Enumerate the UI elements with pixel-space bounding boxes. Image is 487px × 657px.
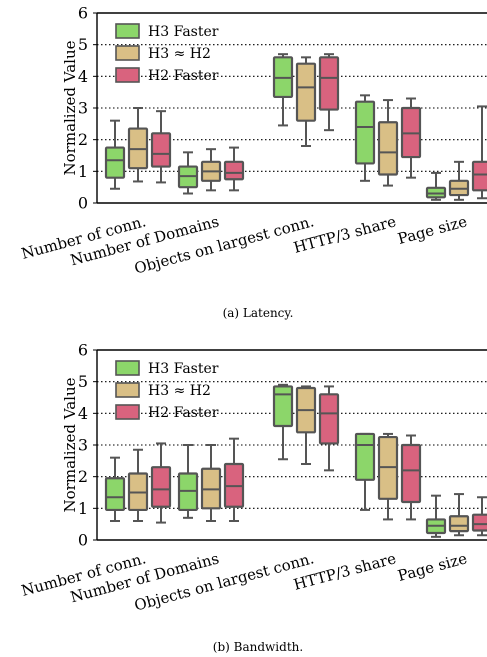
y-tick-label: 0 (78, 194, 88, 213)
y-tick-label: 5 (78, 372, 88, 391)
y-axis-label: Normalized Value (61, 377, 79, 512)
box-body (295, 62, 317, 122)
box-body (223, 160, 245, 181)
legend-label-h3-h2: H3 ≈ H2 (148, 383, 211, 399)
legend-label-h3-faster: H3 Faster (148, 361, 219, 377)
box-body (104, 477, 126, 512)
box-h2-faster-page-size (471, 496, 487, 537)
box-body (377, 121, 399, 176)
y-tick-label: 2 (78, 130, 88, 149)
legend-swatch-h2-faster (115, 404, 140, 420)
legend-swatch-h3-h2 (115, 382, 140, 398)
box-h3-faster-http-3-share (354, 94, 376, 182)
box-body (104, 146, 126, 179)
box-h3-faster-number-of-domains (177, 151, 199, 195)
box-h2-faster-page-size (471, 105, 487, 200)
box-h2-faster-objects-on-largest-conn (318, 53, 340, 132)
caption-latency: (a) Latency. (223, 306, 294, 320)
legend-swatch-h3-faster (115, 360, 140, 376)
y-tick-label: 2 (78, 467, 88, 486)
legend-swatch-h3-h2 (115, 45, 140, 61)
y-tick-label: 6 (78, 341, 88, 360)
box-h3-h2-page-size (448, 160, 470, 201)
y-tick-label: 4 (78, 404, 88, 423)
legend-swatch-h2-faster (115, 67, 140, 83)
box-h2-faster-objects-on-largest-conn (318, 385, 340, 472)
legend: H3 Faster H3 ≈ H2 H2 Faster (115, 23, 219, 84)
box-h3-faster-objects-on-largest-conn (272, 53, 294, 127)
x-tick-label-page-size: Page size (396, 549, 469, 585)
legend-label-h3-faster: H3 Faster (148, 24, 219, 40)
box-body (150, 132, 172, 168)
box-body (400, 443, 422, 504)
box-h3-faster-http-3-share (354, 432, 376, 511)
box-h2-faster-number-of-domains (223, 146, 245, 192)
y-tick-label: 4 (78, 67, 88, 86)
box-body (471, 513, 487, 532)
box-h2-faster-number-of-conn (150, 110, 172, 184)
box-body (354, 100, 376, 165)
box-body (354, 432, 376, 481)
box-h3-faster-number-of-conn (104, 119, 126, 190)
box-h3-h2-objects-on-largest-conn (295, 385, 317, 465)
box-h3-h2-http-3-share (377, 432, 399, 521)
legend-label-h3-h2: H3 ≈ H2 (148, 46, 211, 62)
y-tick-label: 3 (78, 436, 88, 455)
y-tick-label: 1 (78, 499, 88, 518)
caption-bandwidth: (b) Bandwidth. (213, 640, 303, 654)
y-tick-label: 6 (78, 4, 88, 23)
box-h3-h2-number-of-conn (127, 107, 149, 183)
box-h2-faster-number-of-domains (223, 437, 245, 522)
legend-label-h2-faster: H2 Faster (148, 405, 219, 421)
box-body (150, 466, 172, 508)
box-h3-h2-objects-on-largest-conn (295, 56, 317, 147)
legend-label-h2-faster: H2 Faster (148, 68, 219, 84)
box-h3-faster-objects-on-largest-conn (272, 383, 294, 461)
box-h2-faster-number-of-conn (150, 442, 172, 524)
box-h3-h2-number-of-domains (200, 148, 222, 192)
box-body (272, 385, 294, 428)
box-body (471, 160, 487, 192)
legend-swatch-h3-faster (115, 23, 140, 39)
box-h3-h2-http-3-share (377, 99, 399, 187)
box-h3-faster-page-size (425, 494, 447, 538)
legend: H3 Faster H3 ≈ H2 H2 Faster (115, 360, 219, 421)
y-tick-label: 5 (78, 35, 88, 54)
box-h2-faster-http-3-share (400, 434, 422, 521)
box-h3-faster-number-of-domains (177, 444, 199, 519)
box-body (448, 515, 470, 533)
box-h3-faster-page-size (425, 171, 447, 201)
box-body (318, 393, 340, 445)
box-h3-h2-page-size (448, 493, 470, 537)
x-tick-label-page-size: Page size (396, 212, 469, 248)
box-h3-h2-number-of-conn (127, 448, 149, 522)
y-tick-label: 0 (78, 531, 88, 550)
y-tick-label: 1 (78, 162, 88, 181)
y-tick-label: 3 (78, 99, 88, 118)
box-h2-faster-http-3-share (400, 97, 422, 179)
box-h3-faster-number-of-conn (104, 456, 126, 522)
box-h3-h2-number-of-domains (200, 444, 222, 522)
y-axis-label: Normalized Value (61, 40, 79, 175)
box-body (318, 56, 340, 111)
